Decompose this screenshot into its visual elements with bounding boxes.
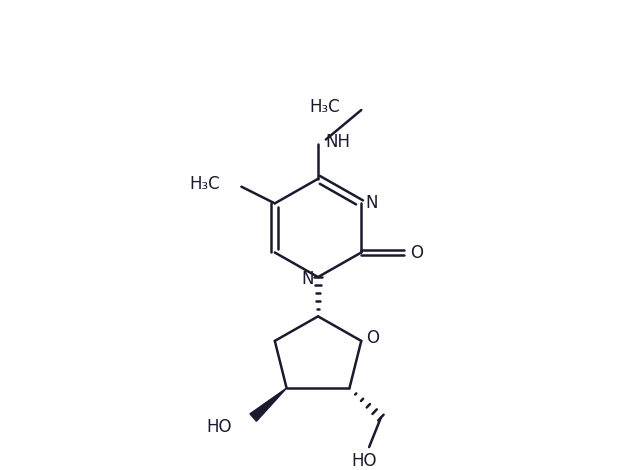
Text: H₃C: H₃C [309, 98, 340, 116]
Text: HO: HO [206, 418, 232, 436]
Text: O: O [410, 244, 423, 262]
Text: N: N [301, 270, 314, 288]
Text: H₃C: H₃C [189, 175, 220, 193]
Text: O: O [367, 329, 380, 347]
Text: HO: HO [351, 452, 377, 470]
Text: N: N [366, 195, 378, 212]
Polygon shape [250, 388, 287, 421]
Text: NH: NH [325, 133, 350, 151]
